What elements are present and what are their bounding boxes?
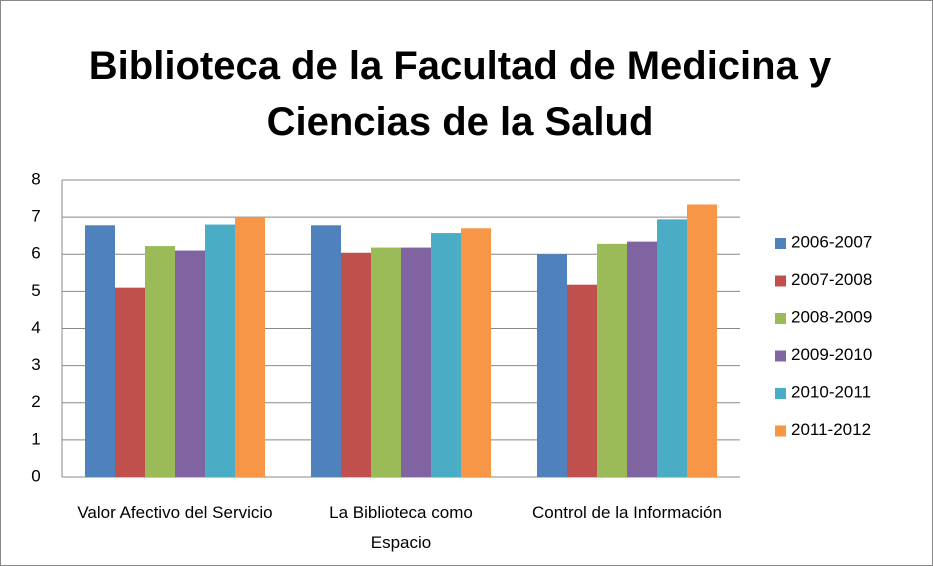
- bar: [401, 247, 431, 477]
- bar: [85, 225, 115, 477]
- legend-label: 2008-2009: [791, 307, 872, 326]
- y-tick-label: 4: [31, 318, 40, 337]
- legend-swatch: [775, 313, 786, 324]
- bar: [431, 233, 461, 477]
- bar: [341, 252, 371, 477]
- bar: [175, 250, 205, 477]
- bar: [205, 224, 235, 477]
- bar: [537, 254, 567, 477]
- bar: [145, 246, 175, 477]
- y-tick-label: 6: [31, 244, 40, 263]
- y-tick-label: 0: [31, 466, 40, 485]
- x-tick-label: Control de la Información: [532, 503, 722, 522]
- y-tick-label: 3: [31, 355, 40, 374]
- y-tick-label: 5: [31, 281, 40, 300]
- legend-swatch: [775, 238, 786, 249]
- bar: [371, 247, 401, 477]
- chart-title: Biblioteca de la Facultad de Medicina y …: [88, 44, 832, 144]
- legend-label: 2010-2011: [791, 382, 871, 401]
- bar: [657, 219, 687, 478]
- bar: [597, 243, 627, 477]
- legend-label: 2011-2012: [791, 420, 871, 439]
- bar: [687, 204, 717, 477]
- bar: [461, 228, 491, 477]
- legend-label: 2006-2007: [791, 232, 872, 251]
- legend-label: 2009-2010: [791, 345, 872, 364]
- bar: [115, 287, 145, 477]
- y-tick-label: 8: [31, 169, 40, 188]
- y-tick-label: 7: [31, 207, 40, 226]
- y-tick-label: 1: [31, 429, 40, 448]
- bar: [235, 217, 265, 477]
- legend-label: 2007-2008: [791, 270, 872, 289]
- x-tick-label: Valor Afectivo del Servicio: [77, 503, 273, 522]
- legend-swatch: [775, 275, 786, 287]
- bar: [311, 225, 341, 477]
- bar: [627, 241, 657, 477]
- y-tick-label: 2: [31, 392, 40, 411]
- x-tick-label: La Biblioteca como Espacio: [329, 503, 473, 552]
- legend-swatch: [775, 388, 786, 399]
- legend-swatch: [775, 350, 786, 362]
- legend-swatch: [775, 425, 786, 437]
- bar: [567, 284, 597, 477]
